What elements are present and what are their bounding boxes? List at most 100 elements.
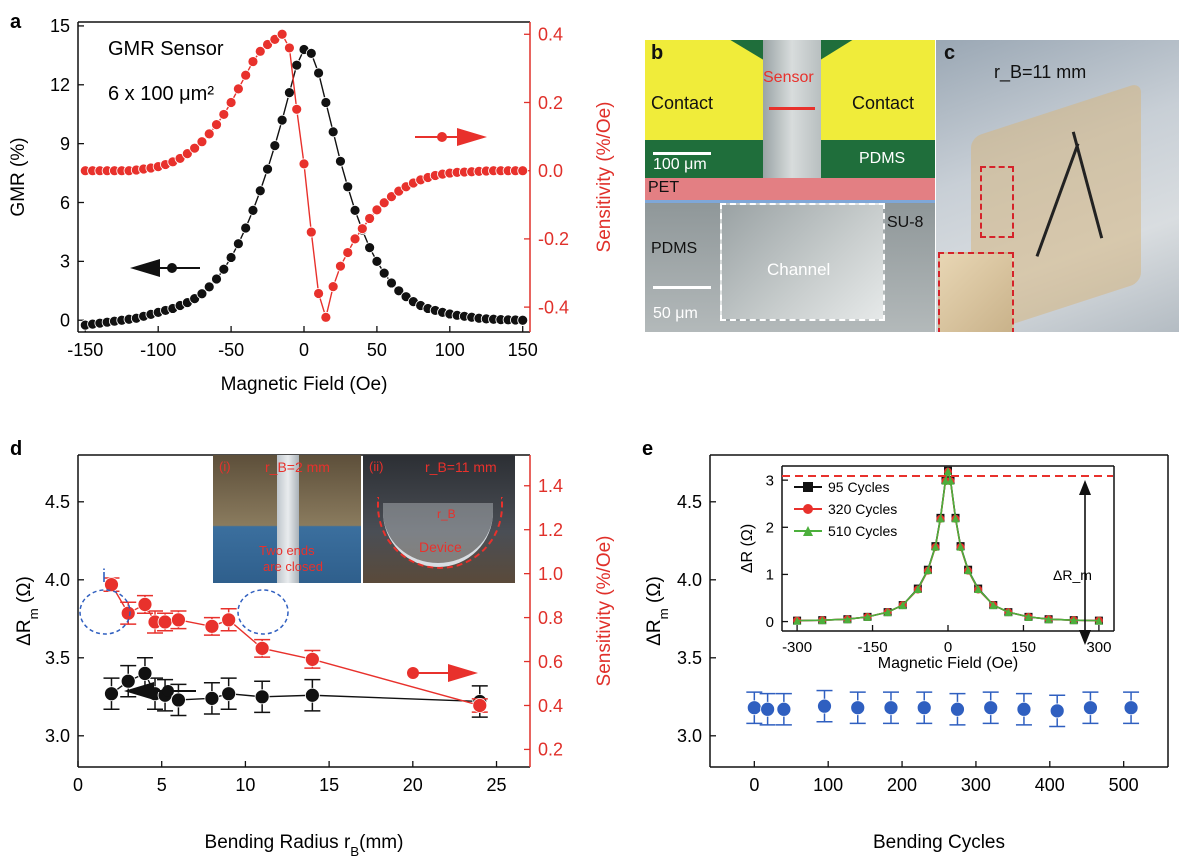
legend-marker [803, 482, 813, 492]
data-point [518, 315, 528, 325]
data-point [138, 597, 152, 611]
data-point [1017, 702, 1031, 716]
photo-b-su8: SU-8 [887, 214, 923, 232]
x-tick-label: 50 [367, 340, 387, 360]
data-point [248, 57, 258, 67]
y-tick-label: 0 [766, 614, 774, 631]
data-point [473, 698, 487, 712]
y-axis-label: GMR (%) [8, 137, 29, 216]
data-point [851, 701, 865, 715]
photo-inset-d-ii-radius: r_B=11 mm [425, 459, 497, 475]
photo-inset-d-i-note1: Two ends [259, 543, 315, 558]
data-point [219, 109, 229, 119]
data-point [222, 687, 236, 701]
data-point [350, 234, 360, 244]
data-point [270, 141, 280, 151]
data-point [255, 690, 269, 704]
data-point [328, 282, 338, 292]
x-tick-label: -100 [140, 340, 176, 360]
photo-inset-d-ii: (ii) r_B=11 mm r_B Device [363, 455, 515, 583]
data-point [365, 213, 375, 223]
x-axis-label: Magnetic Field (Oe) [221, 374, 388, 395]
panel-e-inset-delta-label: ΔR_m [1053, 567, 1092, 583]
data-point [350, 205, 360, 215]
data-point [818, 699, 832, 713]
y2-tick-label: -0.4 [538, 297, 569, 317]
data-point [306, 227, 316, 237]
y2-tick-label: -0.2 [538, 229, 569, 249]
y2-tick-label: 0.2 [538, 740, 563, 760]
data-point [357, 224, 367, 234]
y2-tick-label: 0.0 [538, 161, 563, 181]
x-axis-label: Bending Cycles [873, 832, 1005, 853]
data-point [761, 702, 775, 716]
x-tick-label: 400 [1035, 775, 1065, 795]
panel-letter-a: a [10, 11, 22, 33]
data-point [1050, 704, 1064, 718]
data-point [1083, 701, 1097, 715]
y-tick-label: 3 [766, 472, 774, 489]
photo-b-sensor-line [769, 107, 815, 110]
photo-b-channel: Channel [767, 260, 830, 280]
data-point [205, 691, 219, 705]
photo-c-radius: r_B=11 mm [994, 62, 1086, 83]
panel-d-circle-ii [238, 590, 288, 634]
data-point [343, 248, 353, 258]
y-tick-label: 2 [766, 520, 774, 537]
data-point [292, 60, 302, 70]
data-point [226, 252, 236, 262]
data-point [277, 29, 287, 39]
y-axis-label: ΔRm (Ω) [644, 576, 671, 646]
x-tick-label: -150 [858, 639, 888, 656]
panel-a-sensor-title: GMR Sensor [108, 38, 224, 60]
x-tick-label: 0 [73, 775, 83, 795]
y-tick-label: 4.0 [677, 570, 702, 590]
panel-d-right-arrow [407, 664, 478, 682]
photo-inset-d-i-radius: r_B=2 mm [265, 459, 330, 475]
photo-b-pet-layer [645, 178, 935, 200]
x-tick-label: 0 [944, 639, 952, 656]
y-tick-label: 0 [60, 311, 70, 331]
photo-b-scale-top-bar [653, 152, 711, 155]
data-point [777, 702, 791, 716]
y2-axis-label: Sensitivity (%/Oe) [594, 102, 615, 253]
data-point [255, 186, 265, 196]
data-point [314, 68, 324, 78]
photo-b-pdms-bottom: PDMS [651, 240, 697, 258]
y-tick-label: 3.0 [45, 726, 70, 746]
y-tick-label: 9 [60, 134, 70, 154]
data-point [386, 278, 396, 288]
data-point [171, 613, 185, 627]
photo-b-pet: PET [648, 179, 679, 197]
panel-letter-d: d [10, 438, 22, 460]
x-tick-label: 500 [1109, 775, 1139, 795]
data-point [219, 264, 229, 274]
y-tick-label: 3.5 [45, 648, 70, 668]
data-point [518, 166, 528, 176]
data-point [197, 137, 207, 147]
x-tick-label: 200 [887, 775, 917, 795]
y-tick-label: 4.5 [45, 492, 70, 512]
data-point [212, 120, 222, 130]
panel-d-label-i: i [102, 566, 106, 586]
x-tick-label: 100 [813, 775, 843, 795]
data-point [328, 127, 338, 137]
data-point [255, 641, 269, 655]
x-tick-label: 20 [403, 775, 423, 795]
x-tick-label: 150 [508, 340, 538, 360]
y2-axis-label: Sensitivity (%/Oe) [594, 536, 615, 687]
data-point [305, 652, 319, 666]
data-point [372, 256, 382, 266]
photo-inset-d-i-note2: are closed [263, 559, 323, 574]
y-tick-label: 3.5 [677, 648, 702, 668]
data-point [306, 48, 316, 58]
data-point [305, 688, 319, 702]
y-tick-label: 3.0 [677, 726, 702, 746]
legend-marker [803, 504, 813, 514]
data-point [222, 613, 236, 627]
x-axis-label: Bending Radius rB(mm) [205, 832, 404, 859]
y-tick-label: 6 [60, 193, 70, 213]
data-point [343, 182, 353, 192]
x-tick-label: 0 [749, 775, 759, 795]
panel-letter-e: e [642, 438, 653, 460]
